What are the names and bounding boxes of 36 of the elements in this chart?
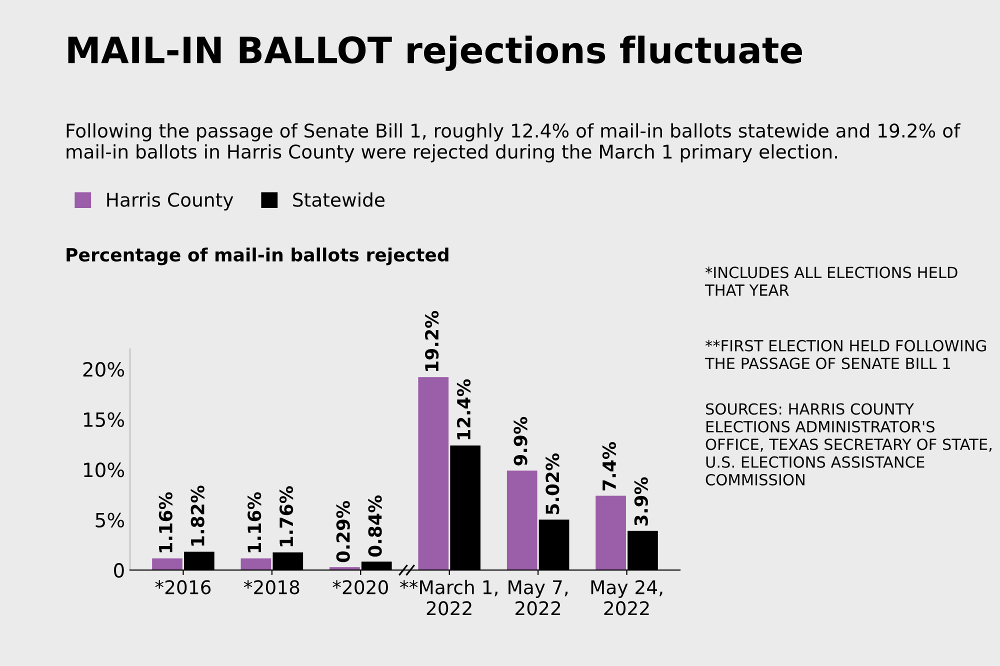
x-tick-label: **March 1, 2022 bbox=[400, 580, 498, 616]
data-label: 1.82% bbox=[190, 486, 204, 546]
y-tick-label: 15% bbox=[84, 412, 124, 427]
data-label: 0.29% bbox=[336, 500, 350, 562]
data-label: 1.76% bbox=[279, 486, 294, 546]
y-tick-label: 10% bbox=[84, 462, 124, 478]
x-tick-label: *2018 bbox=[244, 580, 300, 594]
text: *INCLUDES ALL ELECTIONS HELD THAT YEAR bbox=[704, 266, 958, 296]
chart-title: MAIL-IN BALLOT rejections fluctuate bbox=[68, 36, 802, 71]
y-tick-label: 20% bbox=[83, 362, 124, 377]
bar bbox=[152, 558, 182, 570]
data-label: 9.9% bbox=[514, 416, 528, 466]
data-label: 19.2% bbox=[424, 310, 439, 371]
data-label: 7.4% bbox=[602, 442, 616, 490]
y-tick-label: 0 bbox=[114, 563, 124, 578]
text: **FIRST ELECTION HELD FOLLOWING THE PASSAGE OF SENATE BILL 1 bbox=[704, 340, 986, 370]
data-label: 12.4% bbox=[456, 379, 471, 440]
bar bbox=[418, 377, 449, 570]
bar bbox=[240, 558, 272, 570]
bar bbox=[596, 496, 626, 570]
data-label: 1.16% bbox=[158, 492, 172, 552]
x-tick-label: May 24, 2022 bbox=[591, 580, 662, 616]
chart-subtitle: Following the passage of Senate Bill 1, roughly 12.4% of mail-in ballots statewide and 19.2% of mail-in ballots in Harris County were rejected during the March 1 primary election. bbox=[66, 123, 961, 162]
data-label: 1.16% bbox=[248, 492, 262, 552]
x-tick-label: *2020 bbox=[332, 580, 388, 594]
x-tick-label: *2016 bbox=[155, 580, 211, 594]
data-label: 5.02% bbox=[546, 453, 560, 514]
source-note: SOURCES: HARRIS COUNTY ELECTIONS ADMINISTRATOR'S OFFICE, TEXAS SECRETARY OF STATE, U.S. ELECTIONS ASSISTANCE COMMISSION bbox=[706, 403, 992, 486]
y-axis-title: Percentage of mail-in ballots rejected bbox=[66, 248, 448, 266]
legend-label: Harris County bbox=[107, 192, 234, 210]
data-label: 3.9% bbox=[634, 477, 648, 526]
legend-label: Statewide bbox=[293, 192, 385, 207]
bar bbox=[506, 470, 538, 570]
y-tick-label: 5% bbox=[96, 512, 124, 528]
x-tick-label: May 7, 2022 bbox=[508, 580, 568, 616]
data-label: 0.84% bbox=[368, 495, 382, 557]
